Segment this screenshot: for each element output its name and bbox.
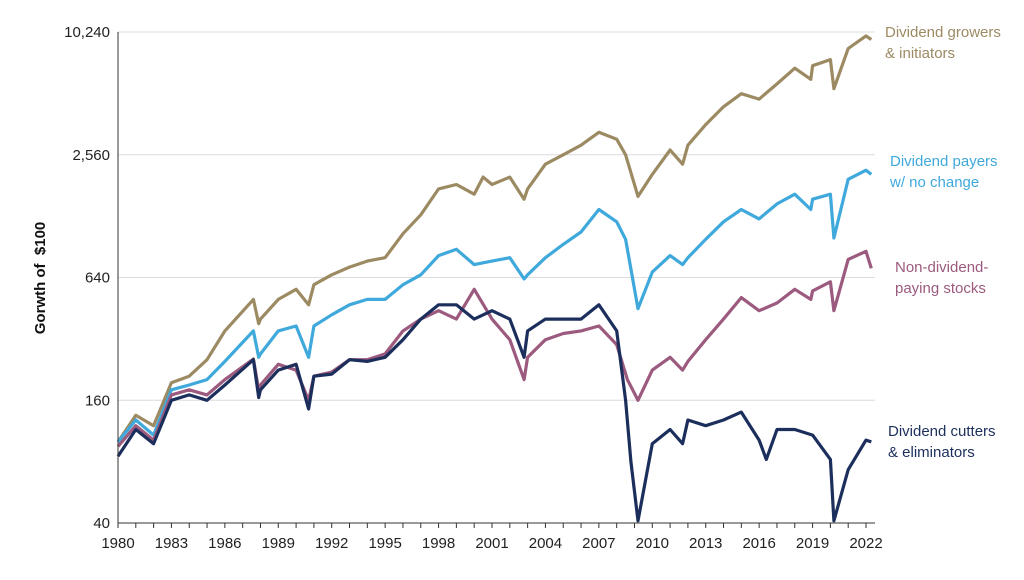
y-tick-label: 160: [85, 392, 110, 409]
x-tick-label: 2004: [529, 535, 562, 552]
y-tick-label: 10,240: [64, 24, 110, 41]
x-tick-label: 2016: [742, 535, 775, 552]
legend-label: w/ no change: [889, 174, 979, 191]
y-tick-label: 640: [85, 270, 110, 287]
x-tick-label: 2010: [636, 535, 669, 552]
series-line-0: [116, 34, 873, 443]
axes: 40 160 640 2,560 10,240 1980 1983 1986 1989 1992 1…: [64, 24, 883, 552]
x-tick-label: 1983: [155, 535, 188, 552]
legend-label: & initiators: [885, 45, 955, 62]
x-tick-label: 1992: [315, 535, 348, 552]
x-tick-label: 1998: [422, 535, 455, 552]
series-line-3: [116, 303, 872, 523]
series-lines: [116, 34, 873, 523]
legend-label: Dividend cutters: [888, 423, 996, 440]
x-tick-label: 2013: [689, 535, 722, 552]
x-tick-label: 1995: [368, 535, 401, 552]
legend-label: Dividend payers: [890, 153, 998, 170]
x-tick-label: 2007: [582, 535, 615, 552]
legend-label: & eliminators: [888, 444, 975, 461]
x-tick-label: 2001: [475, 535, 508, 552]
legend-label: Non-dividend-: [895, 259, 988, 276]
legend: Dividend growers & initiators Dividend pay…: [885, 24, 1001, 461]
y-tick-label: 40: [93, 515, 110, 532]
y-axis-label: Gorwth of $100: [32, 222, 49, 335]
y-tick-label: 2,560: [72, 147, 110, 164]
legend-label: Dividend growers: [885, 24, 1001, 41]
x-tick-label: 1989: [262, 535, 295, 552]
legend-label: paying stocks: [895, 280, 986, 297]
gridlines: [118, 31, 875, 401]
series-line-1: [116, 168, 873, 443]
x-tick-label: 2019: [796, 535, 829, 552]
x-tick-label: 2022: [849, 535, 882, 552]
x-tick-label: 1980: [101, 535, 134, 552]
x-tick-label: 1986: [208, 535, 241, 552]
series-line-2: [116, 249, 873, 448]
